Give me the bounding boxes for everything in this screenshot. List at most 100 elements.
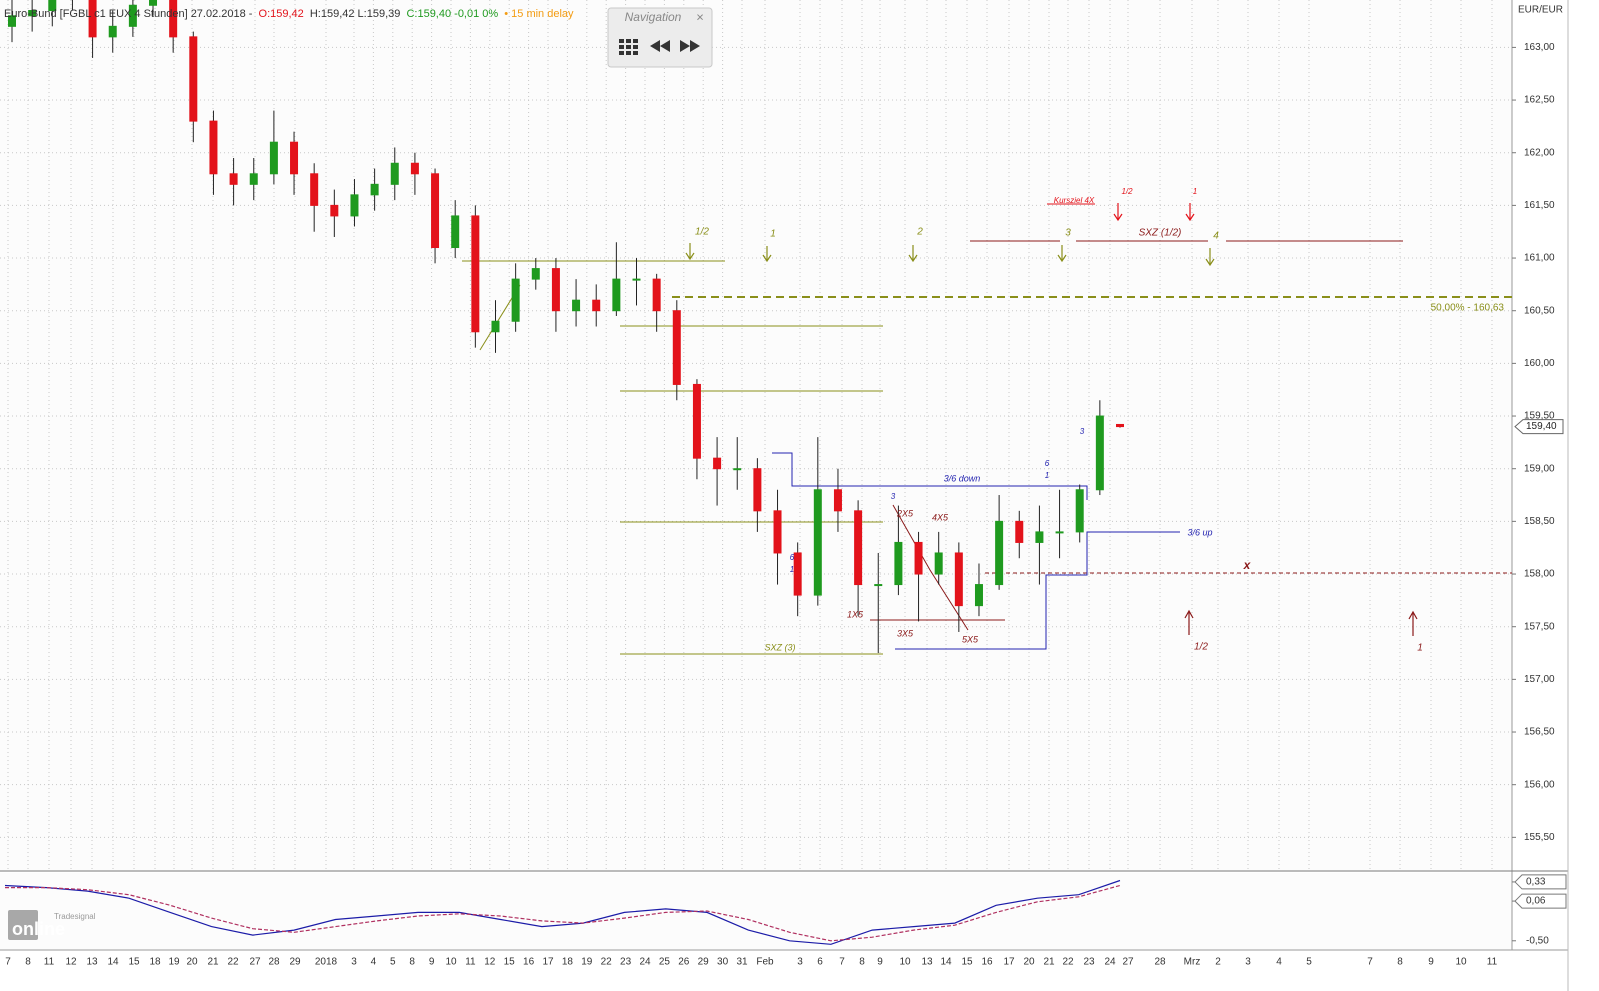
y-tick-label: 0,06: [1526, 896, 1546, 907]
x-tick-label: Feb: [756, 957, 774, 968]
navigation-forward-button[interactable]: [680, 40, 700, 52]
x-tick-label: 31: [736, 957, 748, 968]
x-tick-label: 28: [1154, 957, 1166, 968]
candle-body: [310, 173, 319, 206]
x-tick-label: 4: [1276, 957, 1282, 968]
candle-body: [713, 457, 722, 470]
x-tick-label: 15: [504, 957, 516, 968]
candle-body: [269, 141, 278, 175]
y-tick-label: 162,00: [1524, 147, 1555, 158]
candle-body: [854, 510, 863, 586]
candle-body: [209, 120, 218, 175]
annotation: 3/6 up: [1187, 527, 1212, 537]
annotation: Kursziel 4X: [1054, 196, 1095, 205]
candle-body: [290, 141, 299, 175]
candle-body: [350, 194, 359, 217]
annotation: 2X5: [896, 508, 914, 518]
candle-body: [1055, 531, 1064, 534]
x-tick-label: 10: [899, 957, 911, 968]
x-tick-label: 9: [1428, 957, 1434, 968]
arrow: [1113, 203, 1123, 222]
x-tick-label: 3: [797, 957, 803, 968]
annotation: 1/2: [695, 227, 709, 238]
y-tick-label: 0,33: [1526, 877, 1546, 888]
level-label: 50,00% - 160,63: [1431, 303, 1505, 314]
y-tick-label: 159,50: [1524, 411, 1555, 422]
arrow: [762, 246, 772, 263]
navigation-close[interactable]: ×: [696, 9, 704, 24]
candle-body: [874, 584, 883, 587]
x-tick-label: 7: [5, 957, 11, 968]
x-tick-label: 16: [523, 957, 535, 968]
indicator: [4, 879, 1121, 945]
candle-body: [753, 468, 762, 512]
candle-body: [833, 489, 842, 512]
x-tick-label: 26: [678, 957, 690, 968]
candle-body: [954, 552, 963, 607]
y-tick-label: 158,00: [1524, 569, 1555, 580]
x-tick-label: 4: [371, 957, 377, 968]
x-tick-label: 29: [698, 957, 710, 968]
logo-brand: Tradesignal: [54, 912, 96, 921]
candle-body: [511, 278, 520, 322]
annotation: 1: [790, 565, 794, 574]
candle-body: [108, 25, 117, 38]
blue-lines: [772, 452, 1180, 650]
step-line: [895, 531, 1180, 650]
x-tick-label: 28: [268, 957, 280, 968]
annotations: 1/2 1 2 3 4 SXZ (1/2) Kursziel 4X 1/2 1 …: [695, 187, 1423, 654]
navigation-back-button[interactable]: [650, 40, 670, 52]
y-tick-label: 160,50: [1524, 305, 1555, 316]
x-tick-label: 15: [128, 957, 140, 968]
x-tick-label: 30: [717, 957, 729, 968]
x-tick-label: 8: [25, 957, 31, 968]
grid-layer: [0, 0, 1512, 870]
x-tick-label: 9: [877, 957, 883, 968]
x-tick-label: 6: [817, 957, 823, 968]
x-tick-label: 5: [1306, 957, 1312, 968]
arrow: [1185, 203, 1195, 222]
y-tick-label: 159,00: [1524, 463, 1555, 474]
x-tick-label: 12: [65, 957, 77, 968]
x-tick-label: 8: [409, 957, 415, 968]
x-tick-label: 23: [1083, 957, 1095, 968]
y-tick-label: 161,00: [1524, 253, 1555, 264]
annotation: 3: [1080, 427, 1085, 436]
annotation: 3: [1065, 228, 1071, 239]
candle-body: [652, 278, 661, 312]
annotation: 1: [770, 229, 776, 240]
arrow: [1057, 245, 1067, 263]
drawings: [462, 203, 1512, 655]
candle-body: [974, 584, 983, 607]
indicator-area: [0, 873, 1512, 949]
x-tick-label: 21: [207, 957, 219, 968]
x-tick-label: 18: [149, 957, 161, 968]
y-tick-label: 156,00: [1524, 779, 1555, 790]
x-tick-label: 5: [390, 957, 396, 968]
annotation: 3X5: [897, 628, 914, 638]
arrows: [685, 203, 1418, 636]
y-tick-label: 157,00: [1524, 674, 1555, 685]
candle-body: [813, 489, 822, 596]
header-high-low: H:159,42 L:159,39: [310, 8, 401, 20]
candle-body: [672, 310, 681, 385]
x-tick-label: 15: [961, 957, 973, 968]
navigation-title: Navigation: [625, 10, 682, 24]
y-tick-label: 155,50: [1524, 832, 1555, 843]
indicator-line: [4, 879, 1121, 945]
candle-body: [128, 4, 137, 27]
x-tick-label: 19: [581, 957, 593, 968]
header-close: C:159,40 -0,01 0%: [406, 8, 498, 20]
y-tick-label: -0,50: [1526, 935, 1549, 946]
plot-area: [0, 0, 1512, 870]
x-tick-label: 7: [1367, 957, 1373, 968]
annotation: 1: [1193, 187, 1197, 196]
navigation-grid-button[interactable]: [619, 39, 638, 55]
x-tick-label: 19: [168, 957, 180, 968]
candle-body: [773, 510, 782, 554]
candles: [8, 0, 1512, 654]
x-tick-label: 22: [601, 957, 613, 968]
x-tick-label: 17: [1003, 957, 1015, 968]
